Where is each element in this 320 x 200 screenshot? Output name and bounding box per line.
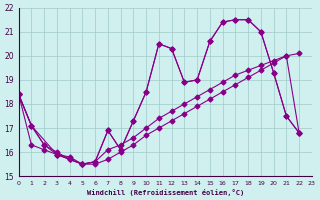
X-axis label: Windchill (Refroidissement éolien,°C): Windchill (Refroidissement éolien,°C) (87, 189, 244, 196)
